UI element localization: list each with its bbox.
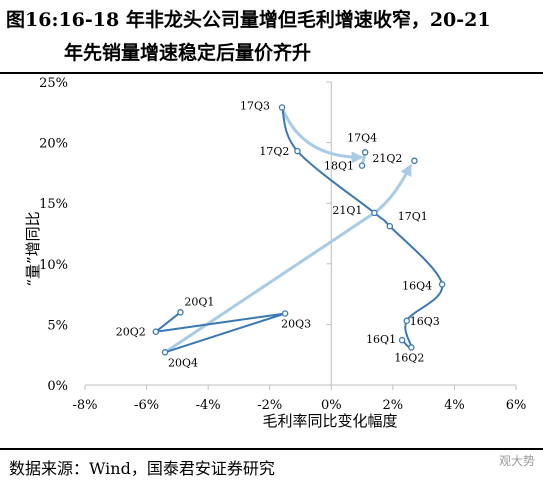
arrow-17q3-to-17q4	[280, 106, 364, 164]
data-label-20q2: 20Q2	[116, 326, 146, 339]
data-label-17q2: 17Q2	[259, 145, 289, 158]
data-label-21q2: 21Q2	[372, 152, 402, 165]
data-label-20q4: 20Q4	[168, 356, 198, 369]
data-label-17q3: 17Q3	[240, 99, 270, 112]
data-label-16q3: 16Q3	[410, 315, 440, 328]
x-tick-label: -2%	[257, 398, 282, 413]
title-divider	[0, 72, 543, 74]
point-20q3	[281, 310, 289, 317]
y-tick-label: 0%	[47, 379, 68, 394]
point-17q4	[361, 149, 369, 156]
point-20q1	[177, 309, 184, 316]
point-16q3	[403, 317, 410, 325]
x-tick-label: 0%	[321, 398, 342, 413]
watermark: 观大势	[498, 454, 535, 468]
point-16q2	[408, 344, 415, 351]
data-label-16q2: 16Q2	[394, 351, 424, 364]
x-tick-label: 2%	[383, 398, 404, 413]
y-axis-label: “量”增同比	[24, 211, 42, 286]
point-16q1	[398, 336, 406, 344]
y-tick-label: 5%	[47, 318, 68, 333]
x-axis-label: 毛利率同比变化幅度	[262, 412, 397, 430]
point-20q2	[152, 328, 160, 335]
data-label-18q1: 18Q1	[324, 160, 354, 173]
data-label-17q4: 17Q4	[347, 131, 377, 144]
figure-title: 图16:16-18 年非龙头公司量增但毛利增速收窄，20-21 年先销量增速稳定…	[6, 4, 538, 70]
point-18q1	[358, 162, 366, 169]
point-17q2	[294, 147, 301, 155]
data-label-16q4: 16Q4	[402, 279, 432, 292]
trajectory-series	[152, 107, 444, 354]
axes: -8% -6% -4% -2% 0% 2% 4% 6% 0% 5% 10% 15% 20% 25%	[39, 76, 526, 413]
figure-title-line2: 年先销量增速稳定后量价齐升	[64, 42, 312, 64]
y-tick-label: 25%	[39, 76, 68, 91]
point-21q1	[371, 209, 378, 217]
data-label-17q1: 17Q1	[398, 210, 428, 223]
x-tick-label: 4%	[444, 398, 465, 413]
source-divider	[0, 448, 543, 450]
point-17q1	[386, 222, 394, 230]
x-tick-label: -6%	[134, 398, 159, 413]
data-label-20q3: 20Q3	[281, 317, 311, 330]
y-tick-label: 10%	[39, 258, 68, 273]
x-tick-label: 6%	[506, 398, 527, 413]
data-labels: 16Q1 16Q2 16Q3 16Q4 17Q1 17Q2 17Q3 17Q4 18Q1 21Q1…	[116, 99, 440, 369]
y-tick-label: 15%	[39, 197, 68, 212]
data-points	[152, 104, 446, 356]
point-16q4	[438, 281, 446, 288]
point-20q4	[161, 349, 169, 356]
chart: -8% -6% -4% -2% 0% 2% 4% 6% 0% 5% 10% 15% 20% 25% 16Q…	[24, 76, 526, 430]
y-tick-label: 20%	[39, 137, 68, 152]
series-path-2020	[152, 311, 286, 354]
x-tick-label: -4%	[196, 398, 221, 413]
point-17q3	[278, 104, 286, 111]
data-label-20q1: 20Q1	[184, 295, 214, 308]
point-21q2	[411, 157, 418, 165]
figure-title-line1: 图16:16-18 年非龙头公司量增但毛利增速收窄，20-21	[6, 9, 491, 31]
data-label-16q1: 16Q1	[366, 333, 396, 346]
data-label-21q1: 21Q1	[332, 204, 362, 217]
source-note: 数据来源：Wind，国泰君安证券研究	[9, 459, 275, 478]
x-tick-label: -8%	[72, 398, 97, 413]
